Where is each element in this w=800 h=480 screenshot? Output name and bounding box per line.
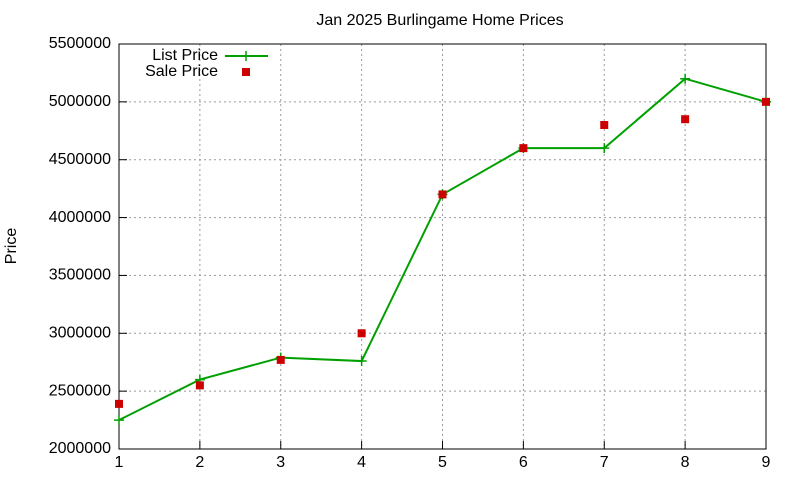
legend-swatch [241, 51, 251, 61]
point-marker [600, 121, 609, 129]
x-tick-label: 2 [195, 454, 204, 471]
x-tick-label: 5 [438, 454, 447, 471]
point-marker [680, 73, 691, 84]
y-tick-label: 5000000 [49, 93, 111, 110]
y-tick-label: 4500000 [49, 151, 111, 168]
y-axis-label: Price [3, 228, 20, 265]
legend-swatch [242, 68, 250, 76]
y-tick-label: 2000000 [49, 440, 111, 457]
x-tick-label: 6 [519, 454, 528, 471]
point-marker [519, 144, 528, 153]
y-tick-label: 3500000 [49, 267, 111, 284]
point-marker [115, 399, 123, 408]
y-tick-label: 4000000 [49, 209, 111, 226]
point-marker [357, 329, 366, 338]
x-tick-label: 1 [115, 454, 124, 471]
point-marker [438, 190, 447, 199]
x-tick-label: 4 [357, 454, 366, 471]
x-tick-label: 3 [276, 454, 285, 471]
point-marker [762, 97, 770, 106]
x-tick-label: 9 [762, 454, 771, 471]
legend-label: Sale Price [145, 63, 218, 80]
chart-title: Jan 2025 Burlingame Home Prices [316, 12, 563, 29]
y-tick-label: 3000000 [49, 325, 111, 342]
x-tick-label: 7 [600, 454, 609, 471]
legend-label: List Price [152, 47, 218, 64]
plot-border [118, 43, 767, 450]
y-tick-label: 5500000 [49, 35, 111, 52]
y-tick-label: 2500000 [49, 382, 111, 399]
point-marker [356, 356, 367, 367]
x-tick-label: 8 [681, 454, 690, 471]
point-marker [681, 115, 690, 124]
point-marker [114, 415, 124, 426]
point-marker [195, 381, 204, 390]
point-marker [276, 355, 285, 364]
point-marker [599, 143, 610, 154]
